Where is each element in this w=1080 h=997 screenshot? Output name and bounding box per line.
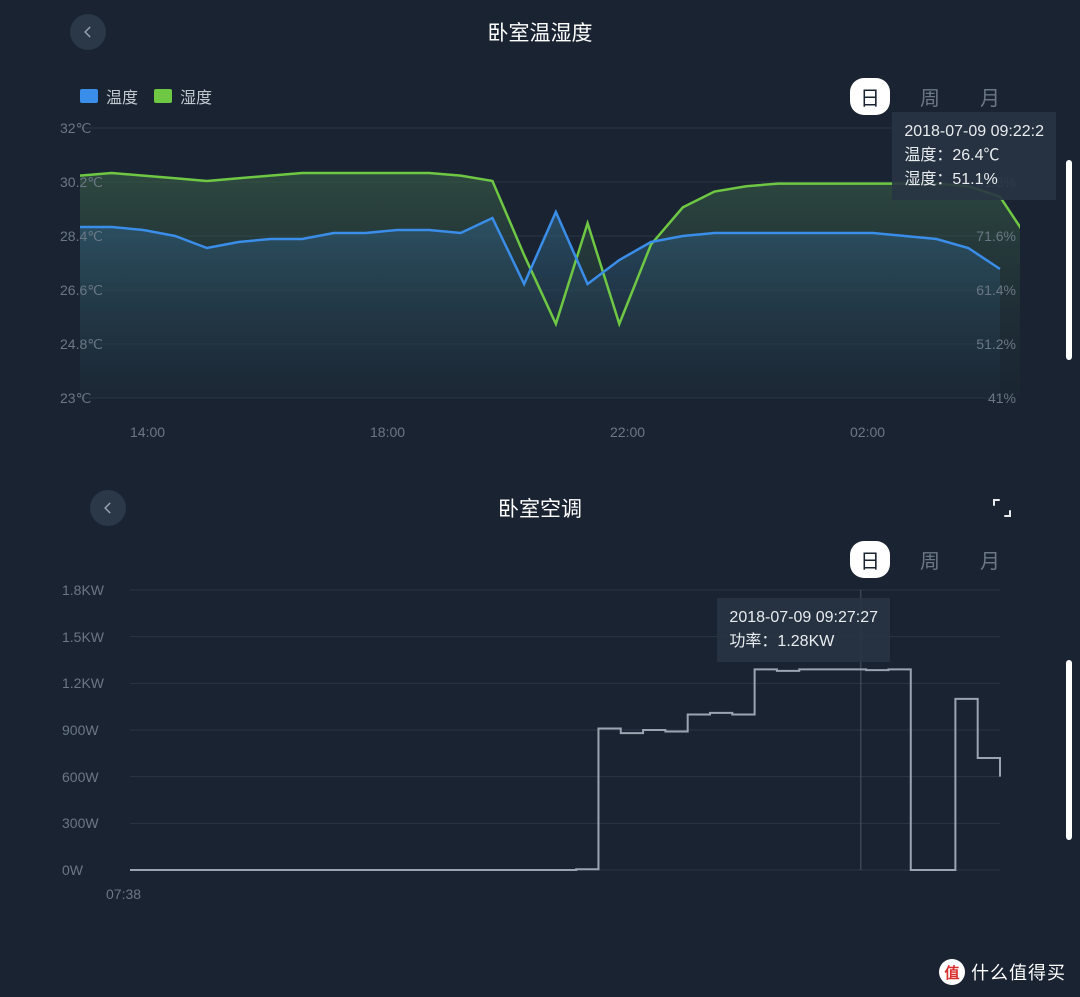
y-tick-label: 600W	[62, 769, 99, 785]
range-tab-week[interactable]: 周	[910, 78, 950, 115]
tooltip-power: 功率：1.28KW	[729, 630, 878, 654]
panel1-tooltip: 2018-07-09 09:22:2 温度：26.4℃ 湿度：51.1%	[892, 112, 1056, 200]
watermark-text: 什么值得买	[971, 959, 1066, 985]
tooltip-temp: 温度：26.4℃	[904, 144, 1044, 168]
y-tick-label: 26.6℃	[60, 282, 103, 299]
legend-item-humid: 湿度	[154, 84, 212, 108]
panel1-header: 卧室温湿度	[0, 10, 1080, 54]
x-tick-label: 07:38	[106, 886, 141, 902]
panel2-header: 卧室空调	[0, 486, 1080, 530]
x-tick-label: 14:00	[130, 424, 165, 440]
legend-label: 湿度	[180, 84, 212, 108]
range-tabs: 日 周 月	[850, 78, 1010, 115]
back-button[interactable]	[70, 14, 106, 50]
expand-icon	[990, 496, 1014, 520]
panel1-legend-row: 温度 湿度 日 周 月	[0, 54, 1080, 118]
y-tick-label: 28.4℃	[60, 228, 103, 245]
legend-label: 温度	[106, 84, 138, 108]
panel2-tooltip: 2018-07-09 09:27:27 功率：1.28KW	[717, 598, 890, 662]
chevron-left-icon	[81, 25, 95, 39]
y-tick-label: 1.5KW	[62, 629, 104, 645]
range-tab-day[interactable]: 日	[850, 541, 890, 578]
temp-humid-chart[interactable]	[60, 118, 1020, 418]
tooltip-time: 2018-07-09 09:27:27	[729, 606, 878, 630]
y-tick-label: 51.2%	[976, 336, 1016, 352]
y-tick-label: 23℃	[60, 390, 91, 407]
range-tab-week[interactable]: 周	[910, 541, 950, 578]
tooltip-humid: 湿度：51.1%	[904, 168, 1044, 192]
ac-power-panel: 卧室空调 日 周 月 1.8KW 1.5KW 1.2KW 900W 600W 300W 0W…	[0, 486, 1080, 930]
y-tick-label: 300W	[62, 815, 99, 831]
x-tick-label: 18:00	[370, 424, 405, 440]
y-tick-label: 30.2℃	[60, 174, 103, 191]
panel2-title: 卧室空调	[498, 493, 582, 523]
y-tick-label: 32℃	[60, 120, 91, 137]
y-tick-label: 24.8℃	[60, 336, 103, 353]
y-tick-label: 0W	[62, 862, 83, 878]
range-tab-day[interactable]: 日	[850, 78, 890, 115]
range-tab-month[interactable]: 月	[970, 541, 1010, 578]
scroll-indicator[interactable]	[1066, 160, 1072, 360]
y-tick-label: 1.2KW	[62, 675, 104, 691]
panel1-chart-wrap: 32℃30.2℃28.4℃26.6℃24.8℃23℃ 81.8%71.6%61.…	[0, 118, 1080, 458]
temp-humid-panel: 卧室温湿度 温度 湿度 日 周 月 32℃ 30.2℃ 28.4℃ 26.6℃ 24.8…	[0, 0, 1080, 458]
panel2-chart-wrap: 1.8KW 1.5KW 1.2KW 900W 600W 300W 0W 07:38 2018…	[0, 580, 1080, 930]
expand-button[interactable]	[984, 490, 1020, 526]
scroll-indicator[interactable]	[1066, 660, 1072, 840]
panel1-title: 卧室温湿度	[488, 17, 593, 47]
watermark-icon: 值	[939, 959, 965, 985]
panel2-controls: 日 周 月	[0, 530, 1080, 580]
legend-swatch	[154, 89, 172, 103]
range-tabs: 日 周 月	[850, 541, 1010, 578]
y-tick-label: 1.8KW	[62, 582, 104, 598]
y-tick-label: 61.4%	[976, 282, 1016, 298]
y-tick-label: 71.6%	[976, 228, 1016, 244]
y-tick-label: 41%	[988, 390, 1016, 406]
range-tab-month[interactable]: 月	[970, 78, 1010, 115]
back-button[interactable]	[90, 490, 126, 526]
tooltip-time: 2018-07-09 09:22:2	[904, 120, 1044, 144]
watermark: 值 什么值得买	[939, 959, 1066, 985]
legend-item-temp: 温度	[80, 84, 138, 108]
x-tick-label: 02:00	[850, 424, 885, 440]
legend-swatch	[80, 89, 98, 103]
chevron-left-icon	[101, 501, 115, 515]
x-tick-label: 22:00	[610, 424, 645, 440]
y-tick-label: 900W	[62, 722, 99, 738]
